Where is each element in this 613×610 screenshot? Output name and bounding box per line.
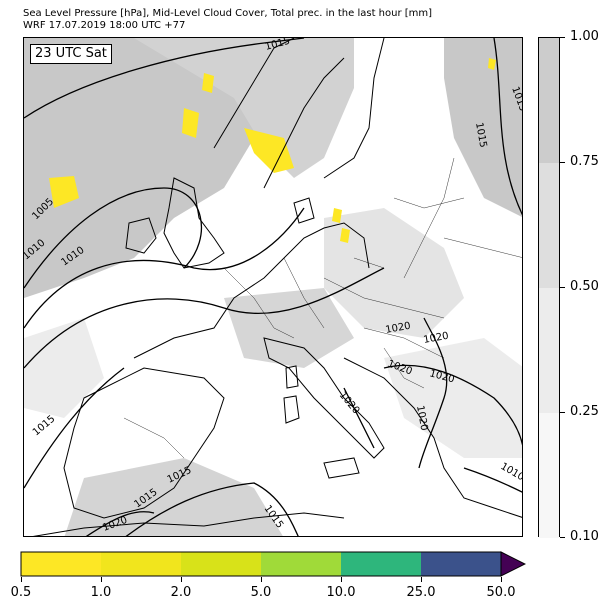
coastline-iberia [63,367,225,519]
precip-cell-poland [340,228,350,243]
isobar-1015-west [24,267,385,369]
precip-cell-northeast [488,58,496,70]
precip-colorbar-tick [420,577,422,582]
isobar-1020-south [85,511,155,536]
precip-colorbar-label: 25.0 [406,585,436,600]
map-title: Sea Level Pressure [hPa], Mid-Level Clou… [23,8,433,19]
cloud-cover-layer [24,38,522,536]
precip-colorbar-frame [20,551,502,577]
isobar-1005 [24,187,203,289]
precip-colorbar-segment [21,552,101,576]
cloud-colorbar-label: 0.75 [570,154,599,169]
precip-colorbar-tick [500,577,502,582]
precip-colorbar-label: 5.0 [250,585,272,600]
cloud-colorbar-label: 0.25 [570,404,599,419]
precip-colorbar-tick [180,577,182,582]
precip-colorbar-extend-arrow [500,551,526,577]
coastline-sicily [323,457,360,479]
isobar-1010-southeast [463,467,522,493]
coastline-sardinia [283,395,300,424]
cloud-colorbar-segment [539,38,559,163]
isobar-1020-italy [343,387,375,449]
precip-colorbar-segment [261,552,341,576]
cloud-cover-colorbar [538,37,560,538]
precip-cell-north [202,73,214,93]
cloud-colorbar-tick [560,161,565,163]
cloud-area-central [324,208,464,338]
precip-cell-atlantic [49,176,79,208]
isobar-label: 1015 [31,414,58,439]
coastline-italy [263,337,385,459]
cloud-colorbar-segment [539,163,559,288]
precip-colorbar-label: 0.5 [10,585,32,600]
isobar-1020-balkans [418,317,448,469]
cloud-colorbar-label: 1.00 [570,29,599,44]
weather-map: 1015 1015 1015 1010 1005 1010 1015 1020 … [23,37,523,537]
precip-colorbar-label: 1.0 [90,585,112,600]
precip-colorbar-segment [421,552,501,576]
precip-colorbar-label: 2.0 [170,585,192,600]
map-canvas: 1015 1015 1015 1010 1005 1010 1015 1020 … [24,38,524,536]
precip-colorbar-tick [100,577,102,582]
precip-colorbar-segment [181,552,261,576]
coastline-corsica [285,365,299,389]
precip-colorbar-label: 10.0 [326,585,356,600]
isobar-1015-north [24,38,305,119]
coastline-ireland [125,217,157,254]
precip-colorbar-segment [101,552,181,576]
isobar-label: 1015 [473,122,488,149]
cloud-colorbar-label: 0.50 [570,279,599,294]
coastline-scandinavia [213,38,385,189]
cloud-colorbar-tick [560,286,565,288]
cloud-area-northwest [24,38,274,298]
precip-colorbar-tick [260,577,262,582]
coastline-north-africa [32,512,345,536]
coastline-balkans [343,357,522,518]
map-subtitle: WRF 17.07.2019 18:00 UTC +77 [23,20,186,31]
cloud-area-southwest [64,458,283,536]
isobar-1015-south [125,482,299,536]
precip-cell-norway [182,108,199,138]
precip-cell-baltic [332,208,342,223]
cloud-colorbar-segment [539,288,559,413]
isobar-1020-central [383,364,522,446]
cloud-colorbar-tick [560,411,565,413]
cloud-colorbar-label: 0.10 [570,529,599,544]
isobar-label: 1020 [337,390,362,417]
cloud-colorbar-tick [560,536,565,538]
valid-time-label: 23 UTC Sat [30,44,112,64]
isobar-label: 1010 [499,461,524,483]
cloud-area-northeast [444,38,522,217]
precip-cell-scandinavia [244,128,294,173]
cloud-area-north-light [134,38,354,178]
cloud-area-alps [224,288,354,368]
precip-colorbar-tick [340,577,342,582]
coastline-denmark [293,197,315,224]
cloud-colorbar-tick [560,36,565,38]
cloud-area-west [24,318,104,418]
isobar-label: 1020 [414,405,429,432]
border-line [123,197,465,459]
precip-colorbar [20,551,526,577]
precip-colorbar-tick [20,577,22,582]
precipitation-layer [49,58,496,243]
isobars [24,38,522,536]
isobar-1015-east [493,38,522,216]
precip-colorbar-label: 50.0 [486,585,516,600]
isobar-label: 1020 [385,321,412,336]
isobar-1010 [24,207,305,329]
cloud-area-balkans [384,338,522,458]
isobar-label: 1020 [423,331,450,346]
precip-colorbar-segment [341,552,421,576]
cloud-colorbar-segment [539,413,559,538]
isobar-1020-west [24,367,125,489]
